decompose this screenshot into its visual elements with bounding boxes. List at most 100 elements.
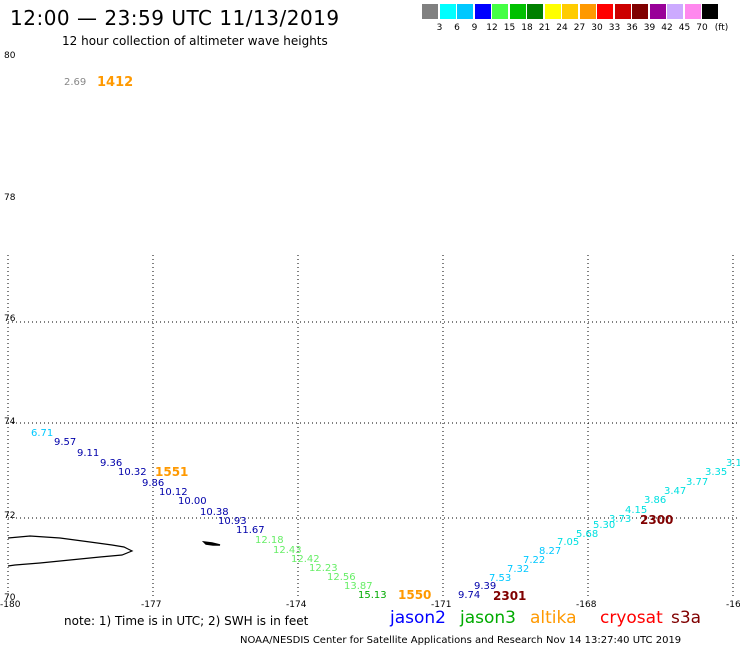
satellite-legend-jason3: jason3: [460, 608, 516, 628]
pass-time-1412: 1412: [97, 75, 134, 90]
wave-height-label: 9.57: [54, 437, 77, 448]
wave-height-label: 10.12: [159, 487, 188, 498]
lon-tick-label: -171: [431, 600, 452, 610]
wave-height-label: 3.1: [726, 458, 740, 469]
legend-label: 27: [573, 23, 586, 33]
lon-tick-label: -168: [576, 600, 597, 610]
wave-height-label: 6.71: [31, 428, 54, 439]
wave-height-label: 9.39: [474, 581, 497, 592]
wave-height-label: 7.32: [507, 564, 530, 575]
legend-label: 21: [538, 23, 551, 33]
legend-label: 39: [643, 23, 656, 33]
lat-gridlines: [8, 321, 740, 519]
legend-swatch: [614, 4, 631, 19]
lat-tick-label: 78: [4, 193, 16, 203]
legend-label: 15: [503, 23, 516, 33]
wave-height-label: 5.30: [593, 520, 616, 531]
wave-height-label: 10.93: [218, 516, 247, 527]
lon-tick-label: -174: [286, 600, 307, 610]
wave-height-label: 9.11: [77, 448, 100, 459]
legend-label: 12: [486, 23, 498, 33]
wave-height-label: 12.23: [309, 563, 338, 574]
pass-time-2300: 2300: [640, 513, 674, 527]
wave-height-label: 9.86: [142, 478, 165, 489]
legend-unit: (ft): [714, 23, 729, 33]
wave-height-label: 7.22: [523, 555, 546, 566]
satellite-legend-altika: altika: [530, 608, 577, 628]
legend-swatch: [562, 4, 578, 19]
legend-swatch: [474, 4, 491, 19]
wave-height-label: 11.67: [236, 525, 265, 536]
wave-height-label: 7.05: [557, 537, 580, 548]
wave-height-label: 12.56: [327, 572, 356, 583]
wave-height-label: 3.73: [609, 514, 632, 525]
pass-time-2301: 2301: [493, 589, 527, 603]
wave-height-label: 5.68: [576, 529, 599, 540]
wave-height-label: 7.53: [489, 573, 512, 584]
legend-swatch: [702, 4, 718, 19]
legend-swatch: [527, 4, 543, 19]
legend-swatch: [684, 4, 701, 19]
legend-label: 9: [471, 23, 478, 33]
wave-height-label: 3.47: [664, 486, 687, 497]
wave-height-label: 12.43: [273, 545, 302, 556]
satellite-legend-cryosat: cryosat: [600, 608, 663, 628]
wave-height-label: 3.35: [705, 467, 728, 478]
satellite-legend-s3a: s3a: [671, 608, 702, 628]
legend-label: 70: [696, 23, 708, 33]
wave-height-label: 9.36: [100, 458, 123, 469]
wave-height-label: 8.27: [539, 546, 562, 557]
coastline-wrangel-island: [7, 535, 134, 567]
legend-label: 24: [556, 23, 568, 33]
legend-swatch: [492, 4, 508, 19]
coastline-herald-island: [201, 540, 221, 546]
legend-label: 18: [521, 23, 533, 33]
wave-height-label: 3.86: [644, 495, 667, 506]
legend-label: 36: [626, 23, 638, 33]
legend-swatch: [422, 4, 438, 19]
legend-label: 33: [608, 23, 621, 33]
map-subtitle: 12 hour collection of altimeter wave hei…: [62, 34, 328, 48]
legend-label: 30: [591, 23, 603, 33]
legend-swatch: [544, 4, 561, 19]
legend-label: 45: [678, 23, 691, 33]
legend-swatch: [632, 4, 648, 19]
legend-swatch: [509, 4, 526, 19]
wave-height-label: 12.18: [255, 535, 284, 546]
wave-height-label: 12.42: [291, 554, 320, 565]
legend-label: 6: [454, 23, 460, 33]
lon-tick-label: -180: [0, 600, 21, 610]
lat-tick-label: 80: [4, 51, 16, 61]
lon-tick-label: -177: [141, 600, 162, 610]
wave-height-label: 3.77: [686, 477, 709, 488]
legend-swatch: [597, 4, 613, 19]
legend-label: 42: [661, 23, 673, 33]
legend-swatch: [457, 4, 473, 19]
legend-swatch: [649, 4, 666, 19]
pass-time-1550: 1550: [398, 588, 432, 602]
credit-line: NOAA/NESDIS Center for Satellite Applica…: [240, 635, 682, 646]
legend-swatch: [439, 4, 456, 19]
wave-height-label: 10.32: [118, 467, 147, 478]
lat-tick-label: 74: [4, 417, 16, 427]
wave-height-label: 10.00: [178, 496, 207, 507]
observation-label-isolated: 2.69: [64, 77, 87, 88]
units-note: note: 1) Time is in UTC; 2) SWH is in fe…: [64, 614, 309, 628]
satellite-legend-jason2: jason2: [390, 608, 446, 628]
legend-swatch: [667, 4, 683, 19]
wave-height-label: 13.87: [344, 581, 373, 592]
wave-height-label: 9.74: [458, 590, 481, 601]
wave-height-label: 15.13: [358, 590, 387, 601]
lon-gridlines: [7, 255, 734, 598]
map-title: 12:00 — 23:59 UTC 11/13/2019: [10, 6, 340, 30]
lon-tick-label: -16: [726, 600, 740, 610]
lat-tick-label: 76: [4, 314, 16, 324]
lat-tick-label: 70: [4, 593, 16, 603]
wave-height-label: 10.38: [200, 507, 229, 518]
pass-time-1551: 1551: [155, 465, 189, 479]
wave-height-label: 4.15: [625, 505, 648, 516]
lat-tick-label: 72: [4, 511, 16, 521]
legend-swatch: [579, 4, 596, 19]
legend-label: 3: [436, 23, 443, 33]
